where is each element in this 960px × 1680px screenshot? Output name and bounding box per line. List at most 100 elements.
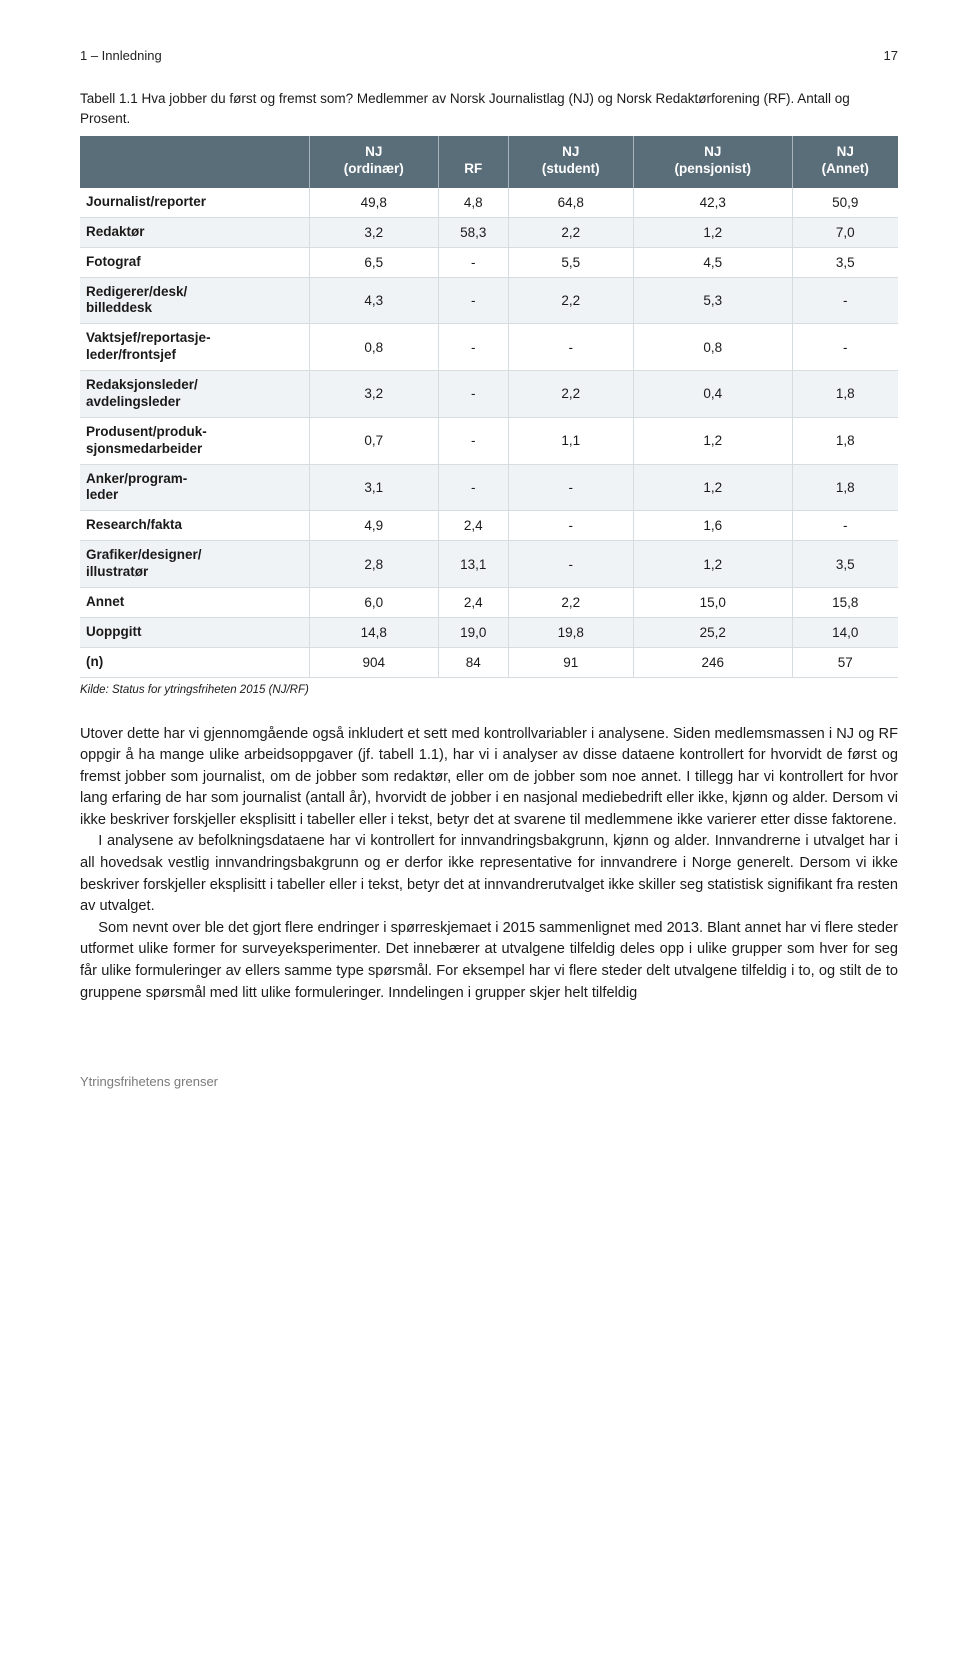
table-cell: 19,0 (438, 617, 508, 647)
table-row-label: Produsent/produk-sjonsmedarbeider (80, 417, 309, 464)
table-row: Anker/program-leder3,1--1,21,8 (80, 464, 898, 511)
table-cell: - (508, 511, 633, 541)
table-row: Produsent/produk-sjonsmedarbeider0,7-1,1… (80, 417, 898, 464)
table-cell: - (792, 324, 898, 371)
table-cell: - (438, 417, 508, 464)
table-cell: 15,8 (792, 587, 898, 617)
table-cell: 91 (508, 647, 633, 677)
table-row-label: Uoppgitt (80, 617, 309, 647)
table-cell: 25,2 (633, 617, 792, 647)
table-cell: - (438, 324, 508, 371)
table-cell: 0,8 (633, 324, 792, 371)
table-cell: 2,4 (438, 587, 508, 617)
table-cell: 0,8 (309, 324, 438, 371)
table-cell: 14,0 (792, 617, 898, 647)
table-cell: 4,9 (309, 511, 438, 541)
footer-title: Ytringsfrihetens grenser (80, 1074, 898, 1089)
table-cell: 5,3 (633, 277, 792, 324)
table-cell: 2,2 (508, 587, 633, 617)
table-cell: 2,8 (309, 541, 438, 588)
table-cell: 3,5 (792, 247, 898, 277)
table-cell: 2,4 (438, 511, 508, 541)
table-cell: 1,2 (633, 417, 792, 464)
table-cell: 1,1 (508, 417, 633, 464)
table-row: Redaksjonsleder/avdelingsleder3,2-2,20,4… (80, 371, 898, 418)
table-row-label: Research/fakta (80, 511, 309, 541)
table-cell: - (438, 371, 508, 418)
table-cell: 3,2 (309, 217, 438, 247)
table-row-label: Grafiker/designer/illustratør (80, 541, 309, 588)
table-cell: 1,8 (792, 464, 898, 511)
table-cell: 7,0 (792, 217, 898, 247)
table-cell: 49,8 (309, 188, 438, 217)
table-cell: 3,2 (309, 371, 438, 418)
table-cell: 64,8 (508, 188, 633, 217)
table-header: RF (438, 136, 508, 188)
table-cell: - (438, 277, 508, 324)
table-cell: 57 (792, 647, 898, 677)
table-row: Journalist/reporter49,84,864,842,350,9 (80, 188, 898, 217)
table-header: NJ(Annet) (792, 136, 898, 188)
table-cell: 2,2 (508, 217, 633, 247)
table-row: Redigerer/desk/billeddesk4,3-2,25,3- (80, 277, 898, 324)
running-head-left: 1 – Innledning (80, 48, 162, 63)
table-cell: 0,7 (309, 417, 438, 464)
table-cell: 1,8 (792, 417, 898, 464)
table-cell: 15,0 (633, 587, 792, 617)
body-text: Utover dette har vi gjennomgående også i… (80, 724, 898, 1005)
table-cell: 0,4 (633, 371, 792, 418)
table-row: Vaktsjef/reportasje-leder/frontsjef0,8--… (80, 324, 898, 371)
table-cell: - (508, 541, 633, 588)
table-cell: 50,9 (792, 188, 898, 217)
table-cell: 4,8 (438, 188, 508, 217)
table-cell: 5,5 (508, 247, 633, 277)
table-row-label: Redigerer/desk/billeddesk (80, 277, 309, 324)
table-cell: 4,3 (309, 277, 438, 324)
table-cell: 246 (633, 647, 792, 677)
table-header-rowlabel (80, 136, 309, 188)
table-row: Annet6,02,42,215,015,8 (80, 587, 898, 617)
table-header: NJ(ordinær) (309, 136, 438, 188)
table-row: Grafiker/designer/illustratør2,813,1-1,2… (80, 541, 898, 588)
table-cell: 1,2 (633, 217, 792, 247)
table-cell: 84 (438, 647, 508, 677)
table-cell: - (792, 277, 898, 324)
table-cell: - (438, 247, 508, 277)
table-row: Uoppgitt14,819,019,825,214,0 (80, 617, 898, 647)
table-row-label: Fotograf (80, 247, 309, 277)
table-cell: - (438, 464, 508, 511)
table-cell: - (508, 324, 633, 371)
table-cell: 6,5 (309, 247, 438, 277)
table-cell: 13,1 (438, 541, 508, 588)
table-cell: 4,5 (633, 247, 792, 277)
running-head-page-number: 17 (884, 48, 898, 63)
paragraph: Som nevnt over ble det gjort flere endri… (80, 918, 898, 1004)
table-cell: 1,2 (633, 464, 792, 511)
table-row-label: Vaktsjef/reportasje-leder/frontsjef (80, 324, 309, 371)
table-row: Research/fakta4,92,4-1,6- (80, 511, 898, 541)
table-cell: - (508, 464, 633, 511)
table-cell: 1,6 (633, 511, 792, 541)
table-header: NJ(student) (508, 136, 633, 188)
table-caption: Tabell 1.1 Hva jobber du først og fremst… (80, 89, 898, 128)
table-cell: 14,8 (309, 617, 438, 647)
table-row-label: Anker/program-leder (80, 464, 309, 511)
table-header: NJ(pensjonist) (633, 136, 792, 188)
table-row-label: (n) (80, 647, 309, 677)
table-cell: 42,3 (633, 188, 792, 217)
table-cell: 3,1 (309, 464, 438, 511)
table-row-label: Redaksjonsleder/avdelingsleder (80, 371, 309, 418)
table-row: (n)904849124657 (80, 647, 898, 677)
table-row: Redaktør3,258,32,21,27,0 (80, 217, 898, 247)
table-cell: 1,2 (633, 541, 792, 588)
table-cell: - (792, 511, 898, 541)
table-cell: 2,2 (508, 277, 633, 324)
table-cell: 3,5 (792, 541, 898, 588)
table-cell: 2,2 (508, 371, 633, 418)
table-row-label: Annet (80, 587, 309, 617)
data-table: NJ(ordinær)RFNJ(student)NJ(pensjonist)NJ… (80, 136, 898, 677)
table-cell: 19,8 (508, 617, 633, 647)
table-cell: 904 (309, 647, 438, 677)
table-cell: 58,3 (438, 217, 508, 247)
paragraph: Utover dette har vi gjennomgående også i… (80, 724, 898, 832)
